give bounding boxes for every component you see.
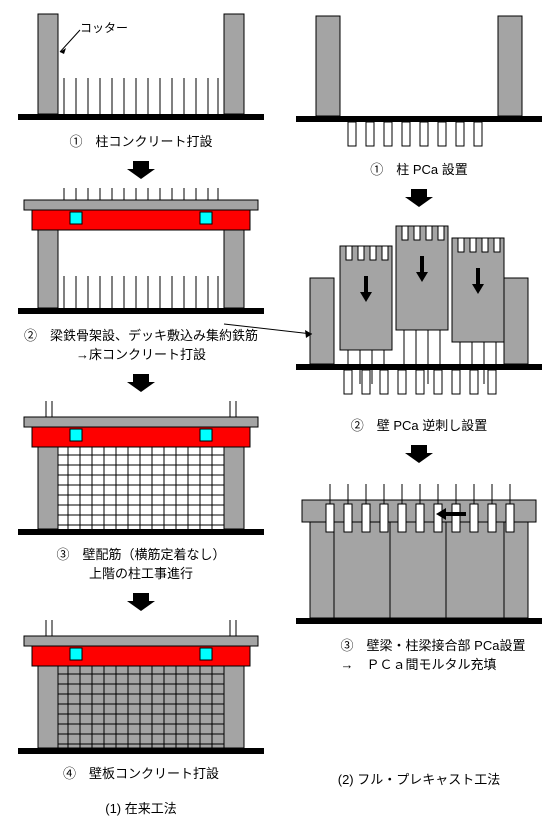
right-step3-caption: ③ 壁梁・柱梁接合部 PCa設置 → ＰＣａ間モルタル充填 <box>313 635 526 673</box>
left-step1-caption: ① 柱コンクリート打設 <box>69 131 212 150</box>
left-step1-figure: コッター <box>18 6 264 127</box>
r3-line2: → ＰＣａ間モルタル充填 <box>341 657 497 672</box>
left-step4-caption: ④ 壁板コンクリート打設 <box>63 763 219 782</box>
left-column: コッター ① 柱コンクリート打設 <box>6 6 276 817</box>
right-column: ① 柱 PCa 設置 <box>284 6 554 817</box>
left-title: (1) 在来工法 <box>105 798 177 817</box>
right-step2-figure <box>296 216 542 411</box>
l3-line1: ③ 壁配筋（横筋定着なし） <box>56 547 225 562</box>
l2-line2: →床コンクリート打設 <box>76 347 206 362</box>
down-arrow-icon <box>123 160 159 180</box>
left-step2-caption: ② 梁鉄骨架設、デッキ敷込み集約鉄筋 →床コンクリート打設 <box>24 325 258 363</box>
left-step2-figure <box>18 188 264 321</box>
down-arrow-icon <box>401 444 437 464</box>
right-step1-caption: ① 柱 PCa 設置 <box>370 159 468 178</box>
down-arrow-icon <box>123 373 159 393</box>
left-step4-figure <box>18 620 264 759</box>
right-step1-figure <box>296 6 542 155</box>
down-arrow-icon <box>123 592 159 612</box>
r3-line1: ③ 壁梁・柱梁接合部 PCa設置 <box>341 638 526 653</box>
l2-line1: ② 梁鉄骨架設、デッキ敷込み集約鉄筋 <box>24 328 258 343</box>
l3-line2: 上階の柱工事進行 <box>89 566 193 581</box>
cotter-label: コッター <box>80 19 128 36</box>
down-arrow-icon <box>401 188 437 208</box>
right-title: (2) フル・プレキャスト工法 <box>338 769 501 788</box>
right-step3-figure <box>296 472 542 631</box>
left-step3-caption: ③ 壁配筋（横筋定着なし） 上階の柱工事進行 <box>56 544 225 582</box>
left-step3-figure <box>18 401 264 540</box>
right-step2-caption: ② 壁 PCa 逆刺し設置 <box>351 415 488 434</box>
